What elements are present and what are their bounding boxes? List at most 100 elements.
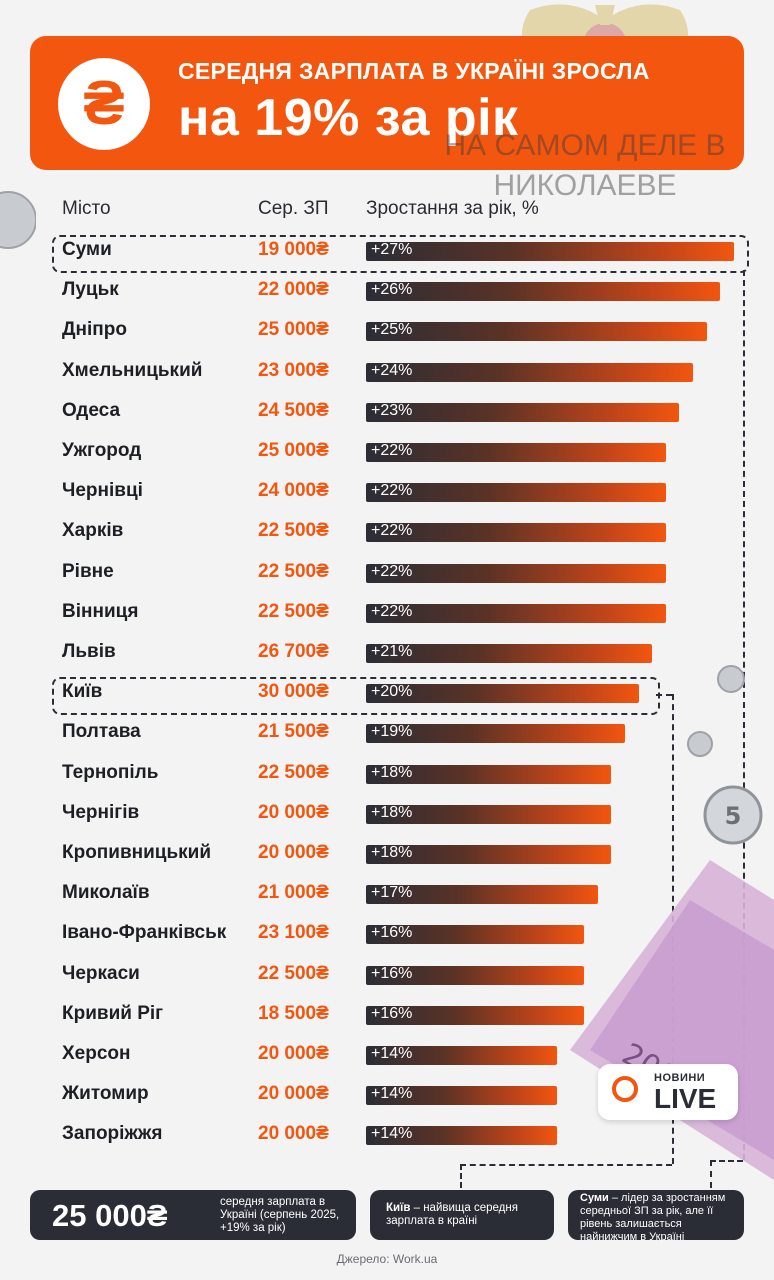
growth-bar: [366, 322, 707, 342]
city-label: Чернівці: [62, 480, 143, 502]
growth-bar: [366, 965, 584, 985]
growth-value-label: +18%: [371, 844, 413, 861]
salary-label: 19 000₴: [258, 239, 329, 260]
chart-row: Рівне 22 500₴ +22%: [0, 554, 774, 594]
growth-value-label: +24%: [371, 361, 413, 379]
growth-bar: [366, 402, 679, 422]
growth-bar: [366, 443, 666, 462]
chart-row: Луцьк 22 000₴ +26%: [0, 272, 774, 312]
city-label: Херсон: [62, 1043, 131, 1064]
sumy-note-box: Суми – лідер за зростанням середньої ЗП …: [568, 1190, 744, 1243]
growth-value-label: +14%: [371, 1045, 413, 1062]
salary-label: 22 500₴: [258, 962, 329, 984]
salary-label: 23 100₴: [258, 922, 329, 944]
sumy-note-text: Суми – лідер за зростанням середньої ЗП …: [580, 1192, 726, 1243]
growth-bar: [366, 885, 598, 905]
chart-row: Житомир 20 000₴ +14%: [0, 1076, 774, 1116]
city-label: Одеса: [62, 399, 121, 421]
chart-row: Херсон 20 000₴ +14%: [0, 1036, 774, 1076]
growth-bar: [366, 1046, 557, 1065]
hryvnia-icon: ₴: [58, 58, 150, 150]
salary-label: 26 700₴: [258, 641, 329, 662]
salary-label: 24 000₴: [258, 480, 329, 502]
growth-value-label: +14%: [371, 1125, 413, 1143]
chart-row: Запоріжжя 20 000₴ +14%: [0, 1116, 774, 1156]
salary-label: 18 500₴: [258, 1002, 329, 1024]
salary-label: 20 000₴: [258, 1123, 329, 1145]
chart-row: Чернівці 24 000₴ +22%: [0, 473, 774, 513]
chart-row: Харків 22 500₴ +22%: [0, 513, 774, 553]
growth-bar: [366, 362, 693, 382]
chart-row: Одеса 24 500₴ +23%: [0, 393, 774, 433]
city-label: Кропивницький: [62, 842, 212, 863]
live-badge-small-text: НОВИНИ: [654, 1072, 706, 1084]
salary-label: 21 500₴: [258, 721, 329, 743]
average-salary-box: 25 000₴ середня зарплата в Україні (серп…: [30, 1190, 356, 1240]
chart-row: Суми 19 000₴ +27%: [0, 232, 774, 272]
city-label: Ужгород: [62, 440, 142, 461]
city-label: Дніпро: [62, 319, 127, 341]
chart-row: Дніпро 25 000₴ +25%: [0, 312, 774, 352]
chart-row: Миколаїв 21 000₴ +17%: [0, 875, 774, 915]
kyiv-note-text: Київ – найвища середня зарплата в країні: [386, 1202, 518, 1227]
growth-bar: [366, 242, 734, 261]
salary-label: 20 000₴: [258, 801, 329, 823]
header-subtitle: СЕРЕДНЯ ЗАРПЛАТА В УКРАЇНІ ЗРОСЛА: [178, 58, 650, 84]
city-label: Полтава: [62, 721, 141, 743]
growth-bar: [366, 483, 666, 503]
salary-label: 24 500₴: [258, 399, 329, 421]
growth-value-label: +16%: [371, 964, 413, 982]
growth-value-label: +22%: [371, 442, 413, 459]
growth-bar: [366, 282, 720, 302]
city-label: Запоріжжя: [62, 1123, 163, 1145]
city-label: Миколаїв: [62, 882, 150, 904]
growth-bar: [366, 804, 611, 824]
growth-value-label: +22%: [371, 482, 413, 500]
growth-bar: [366, 523, 666, 543]
chart-row: Івано-Франківськ 23 100₴ +16%: [0, 915, 774, 955]
header-title: на 19% за рік: [178, 89, 519, 147]
city-label: Чернігів: [62, 801, 140, 823]
salary-label: 30 000₴: [258, 681, 329, 703]
growth-value-label: +22%: [371, 562, 413, 580]
growth-value-label: +21%: [371, 643, 413, 660]
growth-value-label: +26%: [371, 281, 413, 299]
salary-label: 25 000₴: [258, 319, 329, 341]
growth-value-label: +25%: [371, 321, 413, 339]
live-ring-icon: [612, 1076, 638, 1102]
city-label: Львів: [62, 641, 116, 662]
chart-row: Полтава 21 500₴ +19%: [0, 714, 774, 754]
city-label: Харків: [62, 520, 124, 542]
average-salary-value: 25 000₴: [52, 1198, 168, 1233]
chart-row: Черкаси 22 500₴ +16%: [0, 956, 774, 996]
growth-bar: [366, 684, 639, 704]
connector-sumy-down: [710, 1160, 712, 1188]
news-live-badge: НОВИНИ LIVE: [598, 1064, 738, 1120]
average-salary-text: середня зарплата в Україні (серпень 2025…: [220, 1196, 340, 1234]
growth-value-label: +16%: [371, 924, 413, 942]
city-label: Кривий Ріг: [62, 1002, 164, 1024]
growth-value-label: +16%: [371, 1004, 413, 1022]
growth-bar: [366, 1086, 557, 1106]
city-label: Житомир: [62, 1083, 149, 1105]
growth-bar: [366, 724, 625, 744]
growth-bar: [366, 1126, 557, 1146]
salary-label: 20 000₴: [258, 842, 329, 863]
growth-value-label: +18%: [371, 803, 413, 821]
growth-bar: [366, 764, 611, 784]
growth-value-label: +23%: [371, 401, 413, 419]
growth-bar: [366, 845, 611, 864]
growth-bar: [366, 925, 584, 945]
column-header-growth: Зростання за рік, %: [366, 198, 539, 219]
growth-bar: [366, 563, 666, 583]
growth-value-label: +18%: [371, 763, 413, 781]
chart-row: Кривий Ріг 18 500₴ +16%: [0, 996, 774, 1036]
growth-bar: [366, 603, 666, 623]
salary-label: 22 500₴: [258, 761, 329, 783]
chart-row: Хмельницький 23 000₴ +24%: [0, 353, 774, 393]
salary-label: 23 000₴: [258, 359, 329, 381]
connector-kyiv-bottom: [460, 1164, 672, 1166]
growth-bar: [366, 1005, 584, 1025]
city-label: Тернопіль: [62, 761, 159, 783]
chart-row: Кропивницький 20 000₴ +18%: [0, 835, 774, 875]
